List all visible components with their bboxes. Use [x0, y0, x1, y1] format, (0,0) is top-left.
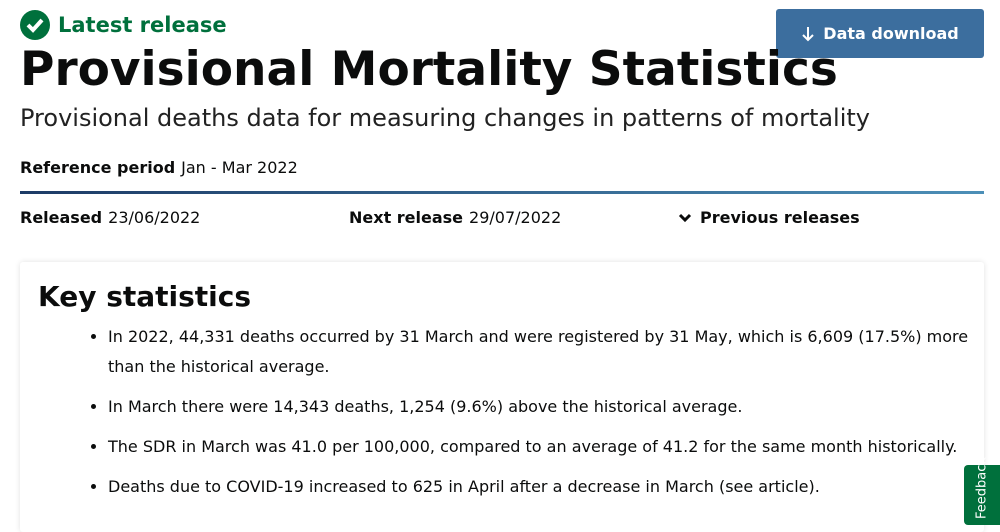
key-statistics: Key statistics In 2022, 44,331 deaths oc… [20, 262, 984, 532]
label: Released [20, 208, 103, 227]
label: Next release [349, 208, 464, 227]
feedback-text: Feedback [974, 457, 990, 519]
card-title: Key statistics [38, 280, 252, 313]
list: In 2022, 44,331 deaths occurred by 31 Ma… [60, 322, 988, 512]
previous-text: Previous releases [700, 208, 860, 227]
page: Latest release Data download Provisional… [0, 0, 1000, 515]
arrow-icon [802, 26, 814, 41]
reference: Reference period Jan - Mar 2022 [20, 158, 298, 177]
button-text: Data download [823, 24, 959, 43]
download-button[interactable]: Data download [776, 9, 984, 58]
value: 29/07/2022 [469, 208, 562, 227]
stat-item: Deaths due to COVID-19 increased to 625 … [108, 472, 988, 502]
value: 23/06/2022 [108, 208, 201, 227]
label: Reference period [20, 158, 176, 177]
previous-releases[interactable]: Previous releases [678, 208, 860, 227]
status-text: Latest release [58, 13, 227, 37]
next-release: Next release 29/07/2022 [349, 208, 561, 227]
check-icon [20, 10, 50, 40]
stat-item: In 2022, 44,331 deaths occurred by 31 Ma… [108, 322, 988, 382]
stat-item: The SDR in March was 41.0 per 100,000, c… [108, 432, 988, 462]
stat-item: In March there were 14,343 deaths, 1,254… [108, 392, 988, 422]
feedback-tab[interactable]: Feedback [964, 457, 1000, 525]
chevron [678, 213, 692, 222]
status: Latest release [20, 10, 227, 40]
released: Released 23/06/2022 [20, 208, 200, 227]
value: Jan - Mar 2022 [181, 158, 298, 177]
title: Provisional Mortality Statistics [20, 42, 838, 97]
divider [20, 191, 984, 194]
subtitle: Provisional deaths data for measuring ch… [20, 104, 871, 132]
